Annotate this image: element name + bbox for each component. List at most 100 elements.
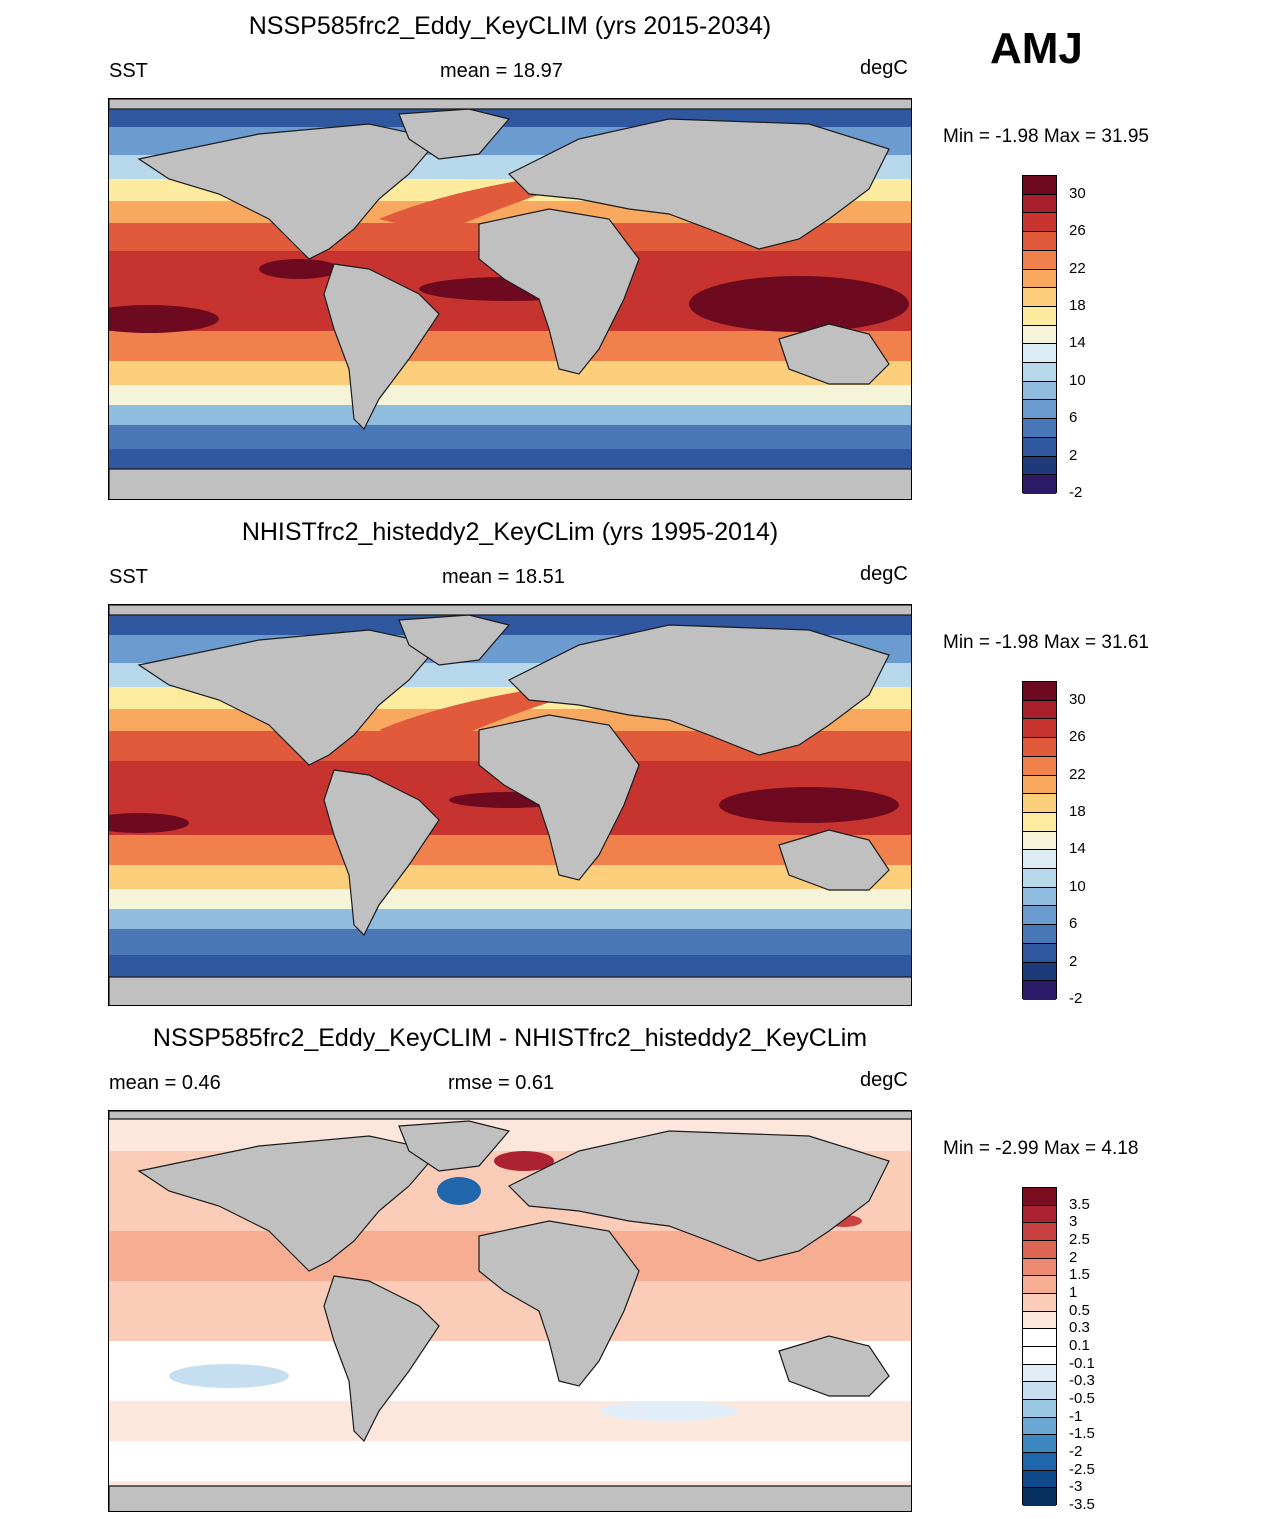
colorbar-tick-label: -3	[1069, 1478, 1083, 1496]
colorbar-tick-label: -0.1	[1069, 1354, 1095, 1372]
colorbar-segment	[1023, 437, 1056, 457]
colorbar-tick-label: -1.5	[1069, 1425, 1095, 1443]
eurasia	[507, 624, 890, 756]
colorbar-segment	[1023, 194, 1056, 214]
colorbar-segment	[1023, 232, 1056, 251]
arctic	[109, 605, 911, 616]
colorbar-segment	[1023, 288, 1056, 307]
colorbar-tick-label: 30	[1069, 690, 1086, 708]
colorbar-segment	[1023, 869, 1056, 888]
colorbar-tick-label: 2.5	[1069, 1231, 1090, 1248]
colorbar-tick-label: 6	[1069, 915, 1078, 933]
band	[109, 361, 911, 385]
warm-pool	[109, 305, 219, 333]
band	[109, 405, 911, 425]
north-america	[137, 123, 441, 260]
panel1-units-label: degC	[860, 57, 908, 79]
panel3-title: NSSP585frc2_Eddy_KeyCLIM - NHISTfrc2_his…	[152, 1024, 868, 1052]
panel1-colorbar	[1022, 175, 1057, 494]
panel1-map-svg	[109, 99, 911, 499]
warm-pool	[719, 787, 899, 823]
colorbar-tick-label: 0.5	[1069, 1301, 1090, 1319]
colorbar-tick-label: -2	[1069, 484, 1083, 501]
antarctica	[109, 1485, 911, 1511]
colorbar-segment	[1023, 1470, 1056, 1489]
panel2-colorbar	[1022, 681, 1057, 1000]
band	[109, 929, 911, 955]
warm-anomaly	[494, 1151, 554, 1171]
land	[109, 1111, 911, 1511]
colorbar-tick-label: 26	[1069, 222, 1086, 240]
colorbar-segment	[1023, 1258, 1056, 1277]
panel1-title: NSSP585frc2_Eddy_KeyCLIM (yrs 2015-2034)	[248, 12, 772, 40]
colorbar-tick-label: 0.3	[1069, 1319, 1090, 1337]
cool-anomaly	[169, 1364, 289, 1388]
colorbar-tick-label: -2.5	[1069, 1460, 1095, 1478]
north-america	[137, 629, 441, 766]
panel3-units-label: degC	[860, 1069, 908, 1091]
band	[109, 425, 911, 449]
colorbar-tick-label: 10	[1069, 877, 1086, 895]
warm-pool	[109, 813, 189, 833]
colorbar-segment	[1023, 1417, 1056, 1436]
warm-pool	[689, 276, 909, 332]
cool-anomaly	[599, 1401, 739, 1421]
land	[109, 99, 911, 499]
colorbar-segment	[1023, 775, 1056, 795]
band	[109, 955, 911, 979]
panel2-mean-label: mean = 18.51	[442, 566, 565, 588]
colorbar-segment	[1023, 738, 1056, 757]
colorbar-segment	[1023, 1311, 1056, 1330]
arctic	[109, 99, 911, 110]
antarctica	[109, 468, 911, 499]
colorbar-segment	[1023, 906, 1056, 926]
colorbar-segment	[1023, 176, 1056, 195]
colorbar-segment	[1023, 325, 1056, 345]
band	[109, 889, 911, 909]
colorbar-segment	[1023, 887, 1056, 907]
colorbar-tick-label: 2	[1069, 446, 1078, 464]
colorbar-tick-label: 2	[1069, 952, 1078, 970]
colorbar-tick-label: 0.1	[1069, 1337, 1090, 1354]
colorbar-tick-label: 30	[1069, 184, 1086, 202]
colorbar-segment	[1023, 344, 1056, 364]
panel3-min-max: Min = -2.99 Max = 4.18	[943, 1138, 1139, 1159]
north-america	[137, 1135, 441, 1272]
south-america	[323, 769, 440, 937]
colorbar-segment	[1023, 1276, 1056, 1294]
colorbar-segment	[1023, 682, 1056, 701]
colorbar-segment	[1023, 419, 1056, 438]
australia	[778, 1335, 890, 1397]
colorbar-segment	[1023, 943, 1056, 963]
band	[109, 1441, 911, 1481]
colorbar-tick-label: 6	[1069, 409, 1078, 427]
arctic	[109, 1111, 911, 1120]
colorbar-segment	[1023, 475, 1056, 494]
colorbar-tick-label: -3.5	[1069, 1496, 1095, 1513]
eurasia	[507, 1130, 890, 1262]
colorbar-tick-label: 1	[1069, 1284, 1078, 1301]
colorbar-segment	[1023, 1452, 1056, 1471]
colorbar-segment	[1023, 831, 1056, 851]
panel1-variable-label: SST	[109, 60, 148, 82]
colorbar-segment	[1023, 250, 1056, 270]
colorbar-segment	[1023, 925, 1056, 944]
australia	[778, 829, 890, 891]
colorbar-tick-label: -2	[1069, 1443, 1083, 1460]
colorbar-segment	[1023, 363, 1056, 382]
panel2-units-label: degC	[860, 563, 908, 585]
colorbar-segment	[1023, 1488, 1056, 1506]
africa	[478, 714, 640, 881]
colorbar-segment	[1023, 1382, 1056, 1400]
colorbar-tick-label: 3.5	[1069, 1195, 1090, 1213]
warm-pool	[259, 259, 339, 279]
africa	[478, 1220, 640, 1387]
colorbar-segment	[1023, 1188, 1056, 1206]
colorbar-segment	[1023, 1364, 1056, 1383]
south-america	[323, 263, 440, 431]
colorbar-segment	[1023, 812, 1056, 832]
colorbar-segment	[1023, 700, 1056, 720]
colorbar-segment	[1023, 850, 1056, 870]
colorbar-segment	[1023, 381, 1056, 401]
cool-anomaly	[437, 1177, 481, 1205]
